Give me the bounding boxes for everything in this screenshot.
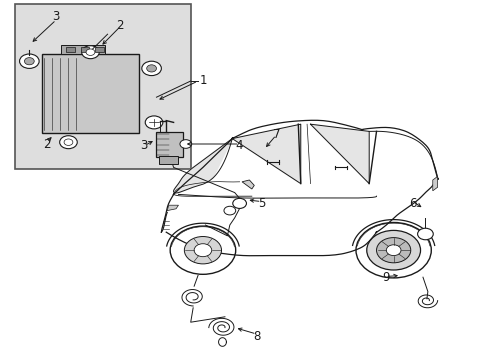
Circle shape bbox=[355, 222, 430, 278]
Polygon shape bbox=[167, 205, 178, 211]
Polygon shape bbox=[173, 139, 232, 193]
Circle shape bbox=[64, 139, 73, 145]
Circle shape bbox=[232, 198, 246, 208]
Circle shape bbox=[146, 65, 156, 72]
Polygon shape bbox=[432, 176, 437, 191]
Polygon shape bbox=[310, 124, 368, 184]
Text: 7: 7 bbox=[272, 129, 280, 141]
Bar bbox=[61, 45, 105, 54]
Circle shape bbox=[376, 238, 410, 263]
Bar bbox=[156, 132, 183, 157]
Bar bbox=[159, 156, 178, 164]
Circle shape bbox=[86, 49, 95, 55]
Circle shape bbox=[180, 140, 191, 148]
Bar bbox=[95, 47, 104, 52]
Text: 4: 4 bbox=[235, 139, 243, 152]
Text: 9: 9 bbox=[382, 271, 389, 284]
Circle shape bbox=[184, 237, 221, 264]
Circle shape bbox=[386, 245, 400, 256]
Bar bbox=[81, 47, 89, 52]
Circle shape bbox=[366, 230, 420, 270]
Circle shape bbox=[60, 136, 77, 149]
Text: 2: 2 bbox=[116, 19, 123, 32]
Bar bbox=[15, 4, 190, 169]
Circle shape bbox=[20, 54, 39, 68]
Circle shape bbox=[224, 206, 235, 215]
Text: 3: 3 bbox=[52, 10, 60, 23]
Text: 2: 2 bbox=[42, 138, 50, 150]
Text: 6: 6 bbox=[408, 197, 416, 210]
Bar bbox=[66, 47, 75, 52]
Circle shape bbox=[417, 228, 432, 240]
Circle shape bbox=[145, 116, 163, 129]
Polygon shape bbox=[232, 124, 300, 184]
Circle shape bbox=[81, 46, 99, 59]
Text: 1: 1 bbox=[199, 75, 206, 87]
Circle shape bbox=[142, 61, 161, 76]
Text: 5: 5 bbox=[257, 197, 265, 210]
Text: 3: 3 bbox=[140, 139, 148, 152]
Text: 8: 8 bbox=[252, 330, 260, 343]
Bar bbox=[41, 54, 139, 133]
Polygon shape bbox=[242, 180, 254, 189]
Circle shape bbox=[194, 244, 211, 257]
Circle shape bbox=[24, 58, 34, 65]
Circle shape bbox=[170, 226, 235, 274]
